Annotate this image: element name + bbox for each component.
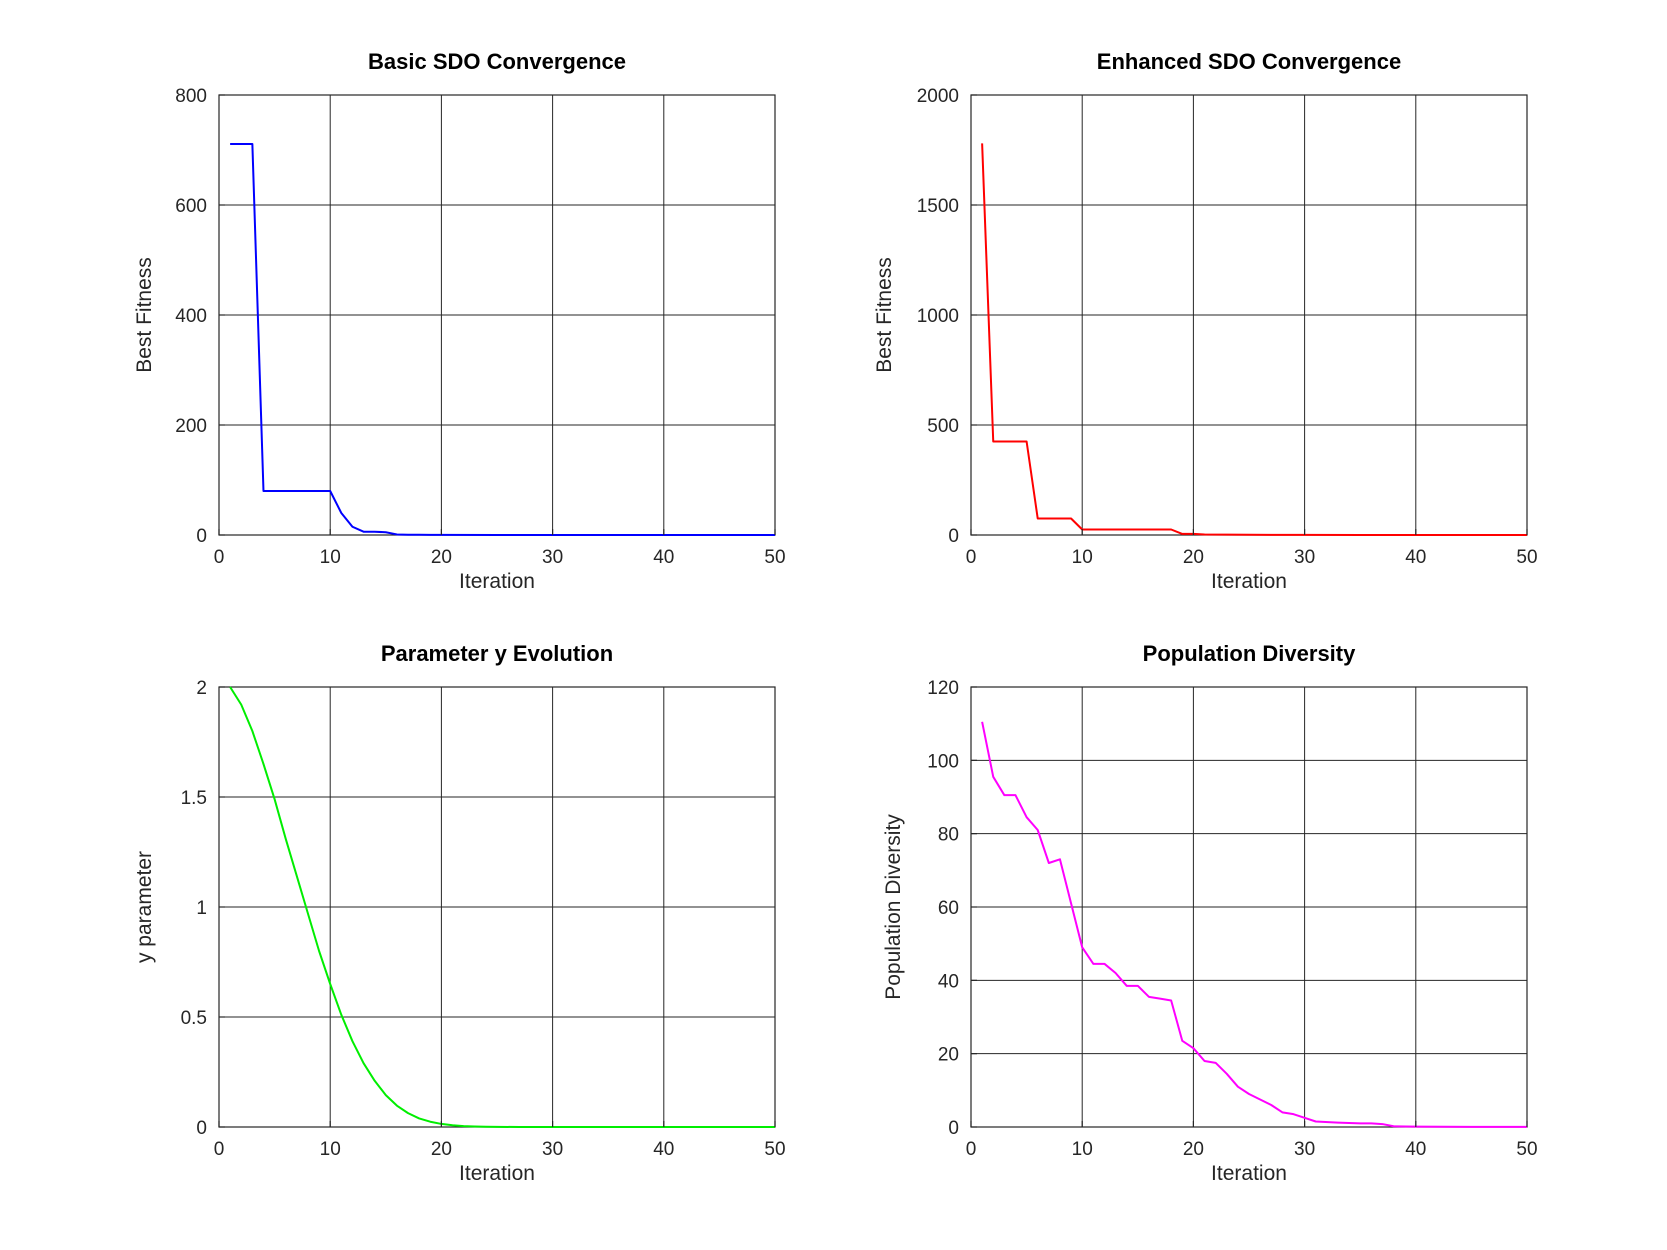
x-tick-label: 20 <box>431 1139 452 1160</box>
x-tick-label: 50 <box>1516 1139 1537 1160</box>
x-tick-label: 50 <box>764 1139 785 1160</box>
y-tick-label: 60 <box>938 898 959 919</box>
x-tick-label: 20 <box>431 547 452 568</box>
x-tick-label: 0 <box>966 1139 977 1160</box>
y-tick-label: 120 <box>927 678 959 699</box>
y-axis-label: Best Fitness <box>873 257 896 373</box>
y-tick-label: 200 <box>175 416 207 437</box>
y-tick-label: 400 <box>175 306 207 327</box>
x-tick-label: 10 <box>1072 1139 1093 1160</box>
y-tick-label: 600 <box>175 196 207 217</box>
x-tick-label: 0 <box>966 547 977 568</box>
x-tick-label: 40 <box>1405 547 1426 568</box>
x-tick-label: 40 <box>653 547 674 568</box>
x-tick-label: 30 <box>542 1139 563 1160</box>
x-tick-label: 10 <box>1072 547 1093 568</box>
series-line <box>981 143 1527 536</box>
y-tick-label: 0 <box>948 1118 959 1139</box>
subplot-title: Population Diversity <box>1143 641 1356 666</box>
x-axis-label: Iteration <box>459 1162 535 1185</box>
x-tick-label: 0 <box>214 1139 225 1160</box>
x-tick-label: 10 <box>320 1139 341 1160</box>
x-tick-label: 40 <box>1405 1139 1426 1160</box>
x-tick-label: 30 <box>1294 1139 1315 1160</box>
series-line <box>229 686 775 1128</box>
x-axis-label: Iteration <box>1211 570 1287 593</box>
subplot-basic-sdo-convergence: Basic SDO Convergence Iteration Best Fit… <box>133 49 786 593</box>
y-tick-label: 800 <box>175 86 207 107</box>
y-tick-label: 1000 <box>917 306 959 327</box>
y-axis-label: Population Diversity <box>882 814 905 1000</box>
y-axis-label: y parameter <box>133 851 156 963</box>
y-tick-label: 0 <box>196 526 207 547</box>
y-tick-label: 0.5 <box>181 1008 207 1029</box>
y-tick-label: 2 <box>196 678 207 699</box>
y-tick-label: 80 <box>938 825 959 846</box>
y-tick-label: 500 <box>927 416 959 437</box>
y-tick-label: 20 <box>938 1045 959 1066</box>
y-tick-label: 0 <box>196 1118 207 1139</box>
y-tick-label: 40 <box>938 971 959 992</box>
y-axis-label: Best Fitness <box>133 257 156 373</box>
x-tick-label: 30 <box>1294 547 1315 568</box>
y-tick-label: 100 <box>927 751 959 772</box>
x-tick-label: 20 <box>1183 547 1204 568</box>
x-axis-label: Iteration <box>459 570 535 593</box>
x-axis-label: Iteration <box>1211 1162 1287 1185</box>
x-tick-label: 10 <box>320 547 341 568</box>
x-tick-label: 40 <box>653 1139 674 1160</box>
y-tick-label: 1 <box>196 898 207 919</box>
subplot-title: Parameter y Evolution <box>381 641 613 666</box>
series-line <box>981 721 1527 1128</box>
x-tick-label: 50 <box>764 547 785 568</box>
y-tick-label: 0 <box>948 526 959 547</box>
subplot-enhanced-sdo-convergence: Enhanced SDO Convergence Iteration Best … <box>873 49 1538 593</box>
y-tick-label: 1.5 <box>181 788 207 809</box>
x-tick-label: 20 <box>1183 1139 1204 1160</box>
subplot-parameter-y-evolution: Parameter y Evolution Iteration y parame… <box>133 641 786 1185</box>
y-tick-label: 2000 <box>917 86 959 107</box>
x-tick-label: 50 <box>1516 547 1537 568</box>
subplot-title: Enhanced SDO Convergence <box>1097 49 1401 74</box>
y-tick-label: 1500 <box>917 196 959 217</box>
x-tick-label: 0 <box>214 547 225 568</box>
x-tick-label: 30 <box>542 547 563 568</box>
subplot-title: Basic SDO Convergence <box>368 49 626 74</box>
series-line <box>230 142 775 536</box>
subplot-population-diversity: Population Diversity Iteration Populatio… <box>882 641 1538 1185</box>
